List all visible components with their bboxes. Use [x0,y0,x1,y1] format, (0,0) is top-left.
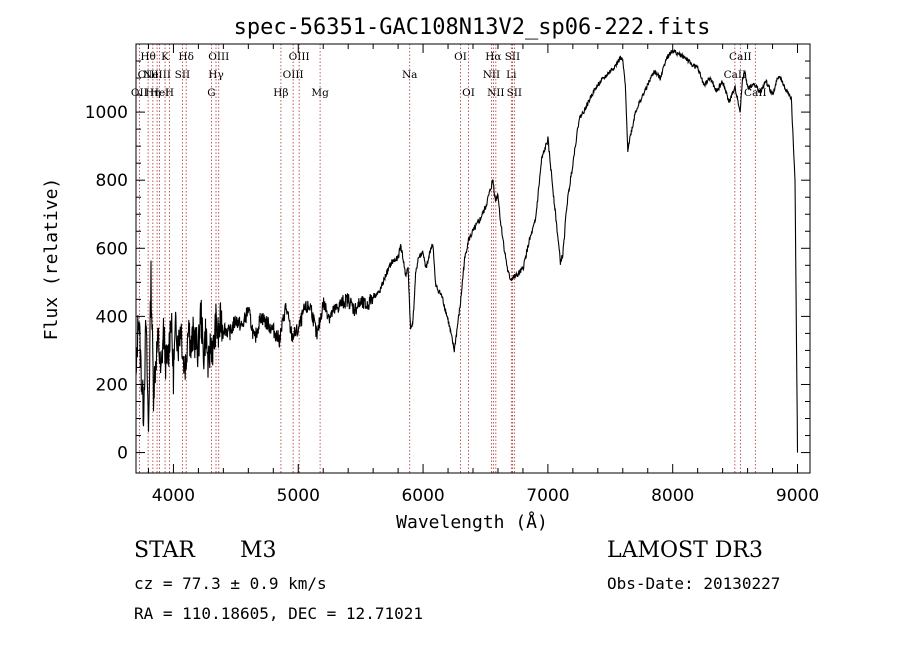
emission-line-labels: OIIHθOIIIHηNeIIIHeIKHSIIHδGHγOIIIHβOIIIO… [131,51,767,99]
line-marker-label: SII [507,87,523,99]
y-axis-ticks: 0 200 400 600 800 1000 [85,60,810,464]
y-tick-label: 800 [96,171,128,191]
line-marker-label: OI [454,51,467,63]
line-marker-label: Hγ [208,69,223,81]
y-tick-label: 1000 [85,103,128,123]
line-marker-label: Li [506,69,517,81]
line-marker-label: OIII [138,69,159,81]
plot-frame [135,43,811,474]
emission-line-markers [138,44,756,473]
line-marker-label: OI [462,87,475,99]
line-marker-label: CaII [744,87,767,99]
line-marker-label: Mg [311,87,329,99]
line-marker-label: SII [505,51,521,63]
line-marker-label: HeI [150,87,170,99]
x-tick-label: 7000 [526,486,569,506]
x-axis-ticks: 4000 5000 6000 7000 8000 9000 [147,44,819,506]
line-marker-label: NeIII [143,69,171,81]
x-tick-label: 9000 [776,486,819,506]
line-marker-label: NII [483,69,500,81]
line-marker-label: OIII [283,69,304,81]
line-marker-label: CaII [729,51,752,63]
chart-title: spec-56351-GAC108N13V2_sp06-222.fits [234,15,711,40]
line-marker-label: K [161,51,169,63]
sky-coordinates: RA = 110.18605, DEC = 12.71021 [134,604,423,623]
line-marker-label: OIII [208,51,229,63]
x-tick-label: 8000 [651,486,694,506]
redshift-velocity: cz = 77.3 ± 0.9 km/s [134,574,327,593]
y-axis-label: Flux (relative) [41,178,62,341]
survey-name: LAMOST DR3 [607,538,763,563]
x-axis-label: Wavelength (Å) [396,511,548,533]
line-marker-label: CaII [724,69,747,81]
line-marker-label: Na [402,69,417,81]
line-marker-label: SII [175,69,191,81]
line-marker-label: G [207,87,215,99]
line-marker-label: Hα [485,51,501,63]
object-subclass: M3 [240,538,277,563]
y-tick-label: 200 [96,375,128,395]
line-marker-label: Hδ [178,51,193,63]
spectrum-line [135,48,799,453]
line-marker-label: OII [131,87,148,99]
y-tick-label: 0 [117,444,128,464]
line-marker-label: Hβ [273,87,288,99]
line-marker-label: NII [487,87,504,99]
line-marker-label: OIII [289,51,310,63]
line-marker-label: Hθ [140,51,155,63]
line-marker-label: Hη [145,87,160,99]
y-tick-label: 600 [96,239,128,259]
object-type: STAR [134,538,195,563]
observation-date: Obs-Date: 20130227 [607,574,781,593]
x-tick-label: 6000 [401,486,444,506]
line-marker-label: H [165,87,174,99]
x-tick-label: 5000 [277,486,320,506]
y-tick-label: 400 [96,307,128,327]
x-tick-label: 4000 [152,486,195,506]
